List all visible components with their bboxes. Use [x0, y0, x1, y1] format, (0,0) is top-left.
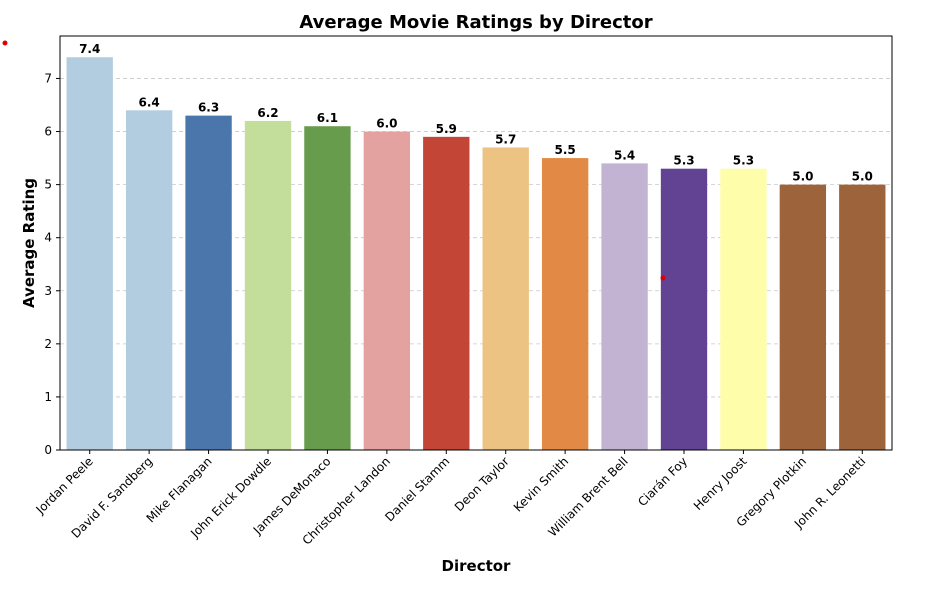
- bars: [66, 57, 886, 451]
- bar: [660, 168, 708, 450]
- bar-value-label: 7.4: [79, 42, 100, 56]
- x-tick-label: Kevin Smith: [511, 454, 571, 514]
- red-marker-dot: [2, 40, 8, 46]
- bar: [541, 158, 589, 451]
- y-tick-label: 0: [44, 443, 52, 457]
- x-tick-label: Ciarán Foy: [635, 454, 690, 509]
- bar-value-label: 6.3: [198, 101, 219, 115]
- bar: [839, 184, 886, 450]
- bar-value-label: 5.0: [792, 170, 813, 184]
- bar: [720, 168, 767, 450]
- bar: [423, 136, 470, 450]
- bar: [363, 131, 411, 451]
- x-tick-label: Henry Joost: [691, 454, 750, 513]
- bar: [304, 126, 351, 450]
- bar: [244, 120, 292, 450]
- bar: [66, 57, 113, 450]
- bar-value-label: 6.2: [257, 106, 278, 120]
- bar: [185, 115, 232, 450]
- bar: [779, 184, 827, 450]
- x-axis-label: Director: [442, 557, 512, 575]
- plot-frame: [59, 35, 893, 451]
- y-tick-label: 5: [44, 178, 52, 192]
- bar-value-label: 6.4: [139, 95, 160, 109]
- bar: [601, 163, 648, 450]
- bar-value-label: 6.0: [376, 117, 397, 131]
- bar-value-label: 5.3: [673, 154, 694, 168]
- red-marker-dot: [660, 275, 666, 281]
- bar: [125, 110, 173, 451]
- grid: [60, 78, 892, 398]
- y-tick-label: 2: [44, 337, 52, 351]
- x-tick-label: Deon Taylor: [452, 454, 512, 514]
- y-axis-label: Average Rating: [20, 178, 38, 308]
- chart-title: Average Movie Ratings by Director: [299, 12, 652, 33]
- y-tick-label: 7: [44, 71, 52, 85]
- y-tick-label: 6: [44, 125, 52, 139]
- bar-value-label: 5.5: [555, 143, 576, 157]
- y-axis-ticks: 0 1 2 3 4 5 6 7: [44, 71, 60, 457]
- bar-value-label: 5.0: [852, 170, 873, 184]
- y-tick-label: 4: [44, 231, 52, 245]
- bar-value-label: 6.1: [317, 111, 338, 125]
- y-tick-label: 3: [44, 284, 52, 298]
- bar-value-label: 5.4: [614, 148, 635, 162]
- bar-value-label: 5.9: [436, 122, 457, 136]
- x-tick-label: Daniel Stamm: [382, 454, 452, 524]
- bar: [482, 147, 529, 450]
- y-tick-label: 1: [44, 390, 52, 404]
- x-tick-label: Jordan Peele: [33, 454, 96, 517]
- data-labels: 7.4 6.4 6.3 6.2 6.1 6.0 5.9 5.7 5.5 5.4 5.3 5.3 5.0 5…: [79, 42, 873, 183]
- bar-value-label: 5.7: [495, 132, 516, 146]
- bar-value-label: 5.3: [733, 154, 754, 168]
